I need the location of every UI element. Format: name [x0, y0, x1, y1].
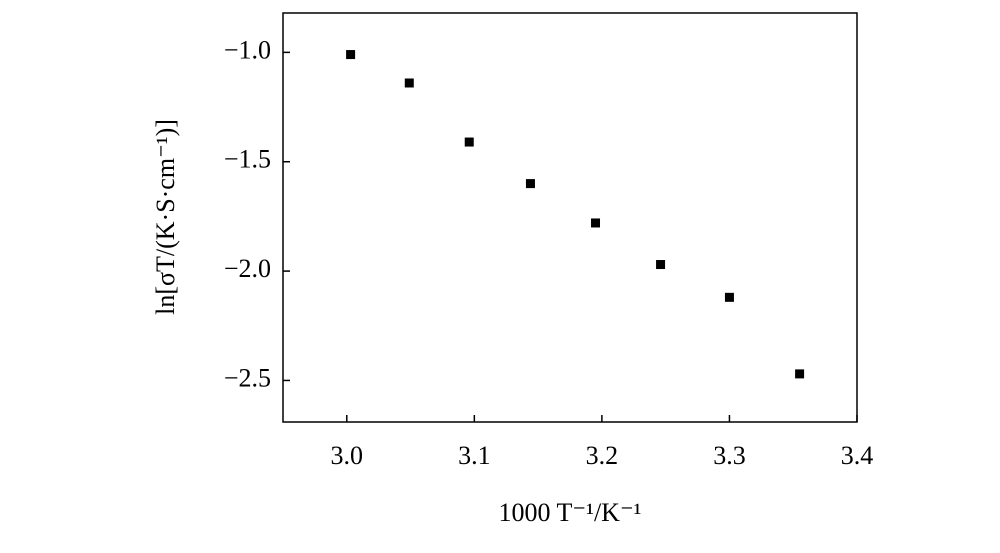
x-tick-label: 3.2: [586, 441, 619, 470]
point: [525, 179, 535, 189]
point: [656, 260, 666, 270]
y-tick-label: −2.5: [224, 363, 271, 392]
y-tick-label: −2.0: [224, 254, 271, 283]
point: [346, 50, 356, 60]
y-axis-label: ln[σT/(K·S·cm⁻¹)]: [151, 119, 180, 315]
y-tick-label: −1.5: [224, 145, 271, 174]
point: [404, 78, 414, 88]
point: [591, 218, 601, 228]
y-tick-label: −1.0: [224, 35, 271, 64]
x-axis-label: 1000 T⁻¹/K⁻¹: [499, 498, 642, 527]
point: [724, 292, 734, 302]
point: [464, 137, 474, 147]
x-tick-label: 3.4: [841, 441, 874, 470]
x-tick-label: 3.1: [458, 441, 491, 470]
x-tick-label: 3.3: [713, 441, 746, 470]
plot-frame: [282, 12, 858, 423]
point: [795, 369, 805, 379]
x-tick-label: 3.0: [331, 441, 364, 470]
